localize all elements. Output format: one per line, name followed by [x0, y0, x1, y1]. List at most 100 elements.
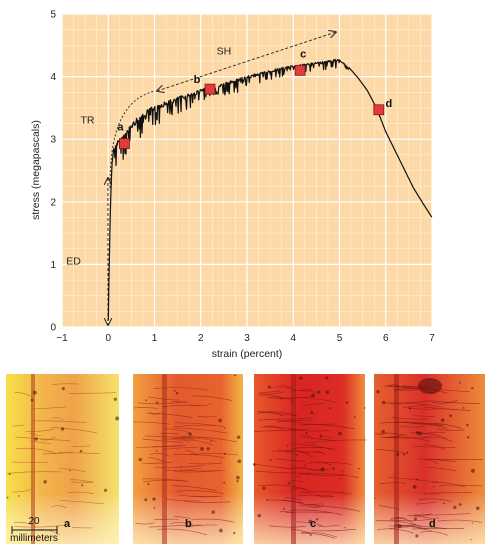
texture-streak: [162, 446, 199, 450]
panel-label-a: a: [64, 518, 71, 530]
y-tick-label: 1: [50, 260, 56, 271]
texture-dot: [466, 423, 469, 427]
scale-bar: 20 millimeters: [10, 516, 58, 544]
texture-streak: [142, 438, 184, 443]
texture-dot: [6, 496, 9, 499]
texture-dot: [325, 390, 330, 394]
texture-streak: [142, 478, 189, 482]
texture-streak: [72, 445, 90, 448]
x-tick-label: 4: [290, 333, 296, 344]
texture-streak: [190, 403, 212, 407]
texture-dot: [332, 467, 335, 470]
texture-dot: [320, 467, 325, 472]
texture-streak: [285, 511, 331, 514]
texture-dot: [295, 454, 298, 456]
texture-streak: [402, 384, 444, 388]
x-tick-label: 1: [152, 333, 158, 344]
y-tick-label: 3: [50, 135, 56, 146]
texture-streak: [387, 476, 439, 483]
image-panels: a b c d 20 millimeters: [6, 374, 485, 544]
texture-streak: [307, 461, 352, 465]
x-tick-label: −1: [56, 333, 68, 344]
texture-dot: [237, 459, 242, 464]
texture-streak: [385, 386, 428, 389]
texture-streak: [319, 434, 333, 438]
texture-dot: [185, 521, 188, 524]
texture-streak: [175, 422, 225, 427]
texture-streak: [316, 461, 332, 466]
texture-streak: [412, 528, 465, 530]
texture-dot: [471, 522, 474, 524]
marker-d: [373, 104, 385, 116]
texture-streak: [305, 505, 361, 512]
texture-dot: [210, 440, 212, 443]
texture-streak: [288, 397, 338, 404]
texture-dot: [173, 389, 176, 392]
texture-streak: [148, 524, 202, 528]
texture-dot: [266, 499, 268, 501]
texture-dot: [32, 390, 37, 395]
texture-streak: [311, 528, 356, 532]
texture-streak: [418, 498, 453, 503]
marker-label-a: a: [117, 122, 124, 134]
texture-streak: [180, 469, 226, 472]
texture-dot: [406, 451, 409, 454]
texture-streak: [58, 452, 100, 455]
y-tick-label: 5: [50, 10, 56, 21]
texture-streak: [304, 441, 317, 446]
texture-dot: [299, 376, 303, 380]
texture-dot: [61, 387, 65, 391]
texture-dot: [338, 431, 342, 436]
texture-streak: [171, 485, 218, 492]
texture-streak: [297, 494, 334, 497]
texture-streak: [29, 440, 52, 445]
panel-b-texture: [133, 374, 242, 536]
texture-streak: [286, 480, 304, 483]
texture-streak: [184, 501, 231, 503]
texture-streak: [278, 449, 294, 455]
texture-dot: [60, 427, 65, 431]
texture-streak: [279, 510, 293, 514]
texture-dot: [442, 502, 445, 505]
texture-streak: [254, 428, 308, 432]
texture-streak: [278, 417, 314, 420]
texture-dot: [325, 376, 329, 380]
texture-streak: [182, 435, 195, 440]
texture-dot: [269, 458, 272, 461]
texture-dot: [267, 385, 271, 389]
panel-d-texture: [374, 381, 483, 541]
x-tick-label: 3: [244, 333, 250, 344]
texture-dot: [304, 464, 306, 466]
texture-dot: [200, 447, 204, 451]
texture-streak: [271, 450, 323, 453]
texture-streak: [188, 462, 223, 465]
texture-dot: [408, 407, 411, 410]
texture-streak: [301, 403, 325, 407]
texture-dot: [341, 471, 343, 473]
panel-label-c: c: [310, 518, 316, 530]
annotation-ed: ED: [66, 255, 81, 267]
texture-dot: [376, 390, 380, 394]
scale-bar-unit: millimeters: [10, 533, 58, 544]
texture-dot: [147, 483, 150, 486]
texture-streak: [284, 497, 302, 501]
texture-dot: [431, 392, 433, 394]
panel-label-b: b: [185, 518, 192, 530]
texture-streak: [178, 494, 223, 498]
texture-streak: [15, 436, 71, 442]
texture-streak: [299, 423, 337, 426]
texture-dot: [329, 407, 332, 410]
texture-streak: [14, 521, 37, 527]
texture-dot: [206, 447, 210, 451]
texture-dot: [79, 449, 83, 453]
panel-a: [6, 374, 120, 544]
texture-streak: [279, 385, 296, 391]
texture-dot: [252, 463, 256, 466]
texture-streak: [191, 395, 233, 401]
texture-streak: [169, 522, 194, 526]
texture-streak: [437, 519, 482, 523]
y-axis-label: stress (megapascals): [30, 120, 42, 220]
texture-streak: [256, 412, 283, 417]
texture-streak: [410, 432, 448, 439]
texture-streak: [422, 391, 435, 395]
